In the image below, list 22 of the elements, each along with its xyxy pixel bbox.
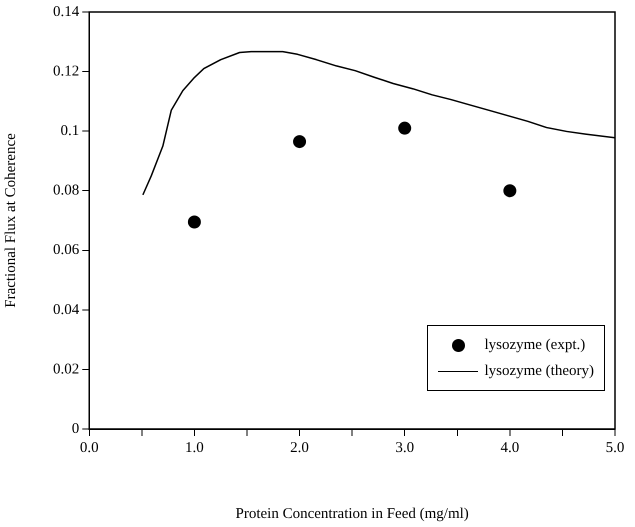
point: [188, 215, 201, 228]
y-tick-label: 0.02: [53, 361, 80, 378]
y-axis-title: Fractional Flux at Coherence: [2, 132, 19, 308]
y-tick-label: 0.04: [53, 302, 80, 318]
y-tick-label: 0: [72, 420, 80, 437]
legend-label: lysozyme (expt.): [484, 336, 586, 354]
y-tick-label: 0.14: [53, 4, 80, 20]
legend-label: lysozyme (theory): [484, 362, 594, 380]
y-tick-label: 0.08: [53, 182, 80, 199]
y-tick-label: 0.1: [60, 123, 80, 140]
x-tick-label: 5.0: [606, 440, 624, 456]
point: [293, 135, 306, 148]
point: [503, 184, 516, 198]
x-axis-title: Protein Concentration in Feed (mg/ml): [235, 506, 469, 522]
y-tick-label: 0.12: [53, 64, 80, 80]
y-tick-label: 0.06: [53, 242, 80, 258]
x-tick-label: 1.0: [185, 440, 204, 456]
point: [398, 122, 412, 135]
x-tick-label: 3.0: [395, 440, 414, 456]
x-tick-label: 0.0: [80, 440, 99, 456]
x-tick-label: 4.0: [500, 440, 520, 456]
x-tick-label: 2.0: [290, 440, 309, 456]
